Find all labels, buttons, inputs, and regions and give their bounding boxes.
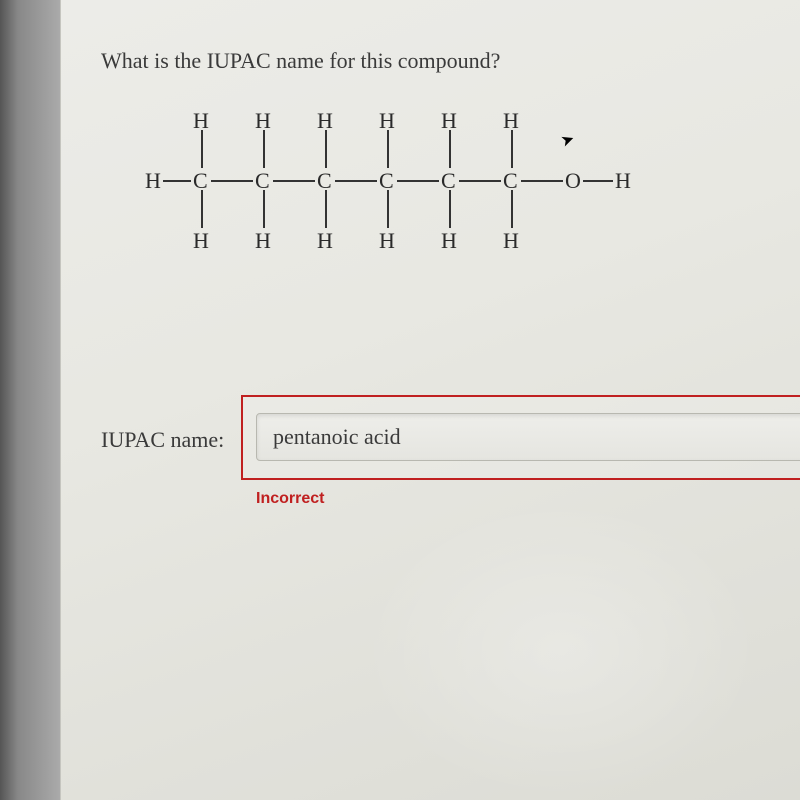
bond-vertical [387,190,389,228]
iupac-label: IUPAC name: [101,427,224,453]
chemical-structure: HHCHHCHHCHHCHHCHHCHOH [141,100,701,280]
question-panel: What is the IUPAC name for this compound… [60,0,800,800]
atom-h-bottom-2: H [317,228,333,254]
bond-vertical [325,130,327,168]
atom-h-terminal-right: H [615,168,631,194]
bond-horizontal [335,180,377,182]
bond-vertical [325,190,327,228]
bond-vertical [449,130,451,168]
screen-left-edge [0,0,60,800]
bond-vertical [263,130,265,168]
bond-vertical [263,190,265,228]
bond-horizontal [211,180,253,182]
bond-vertical [511,130,513,168]
bond-vertical [201,130,203,168]
bond-vertical [449,190,451,228]
bond-horizontal [459,180,501,182]
atom-h-bottom-0: H [193,228,209,254]
atom-o: O [565,168,581,194]
feedback-text: Incorrect [256,490,324,508]
atom-h-bottom-1: H [255,228,271,254]
iupac-input[interactable]: pentanoic acid [256,413,800,461]
atom-h-bottom-3: H [379,228,395,254]
bond-vertical [201,190,203,228]
question-prompt: What is the IUPAC name for this compound… [101,48,500,74]
bond-horizontal [163,180,191,182]
bond-horizontal [521,180,563,182]
atom-h-terminal-left: H [145,168,161,194]
atom-h-bottom-4: H [441,228,457,254]
bond-horizontal [273,180,315,182]
bond-vertical [511,190,513,228]
screen-glare [361,500,761,800]
atom-h-bottom-5: H [503,228,519,254]
bond-horizontal [583,180,613,182]
bond-horizontal [397,180,439,182]
bond-vertical [387,130,389,168]
